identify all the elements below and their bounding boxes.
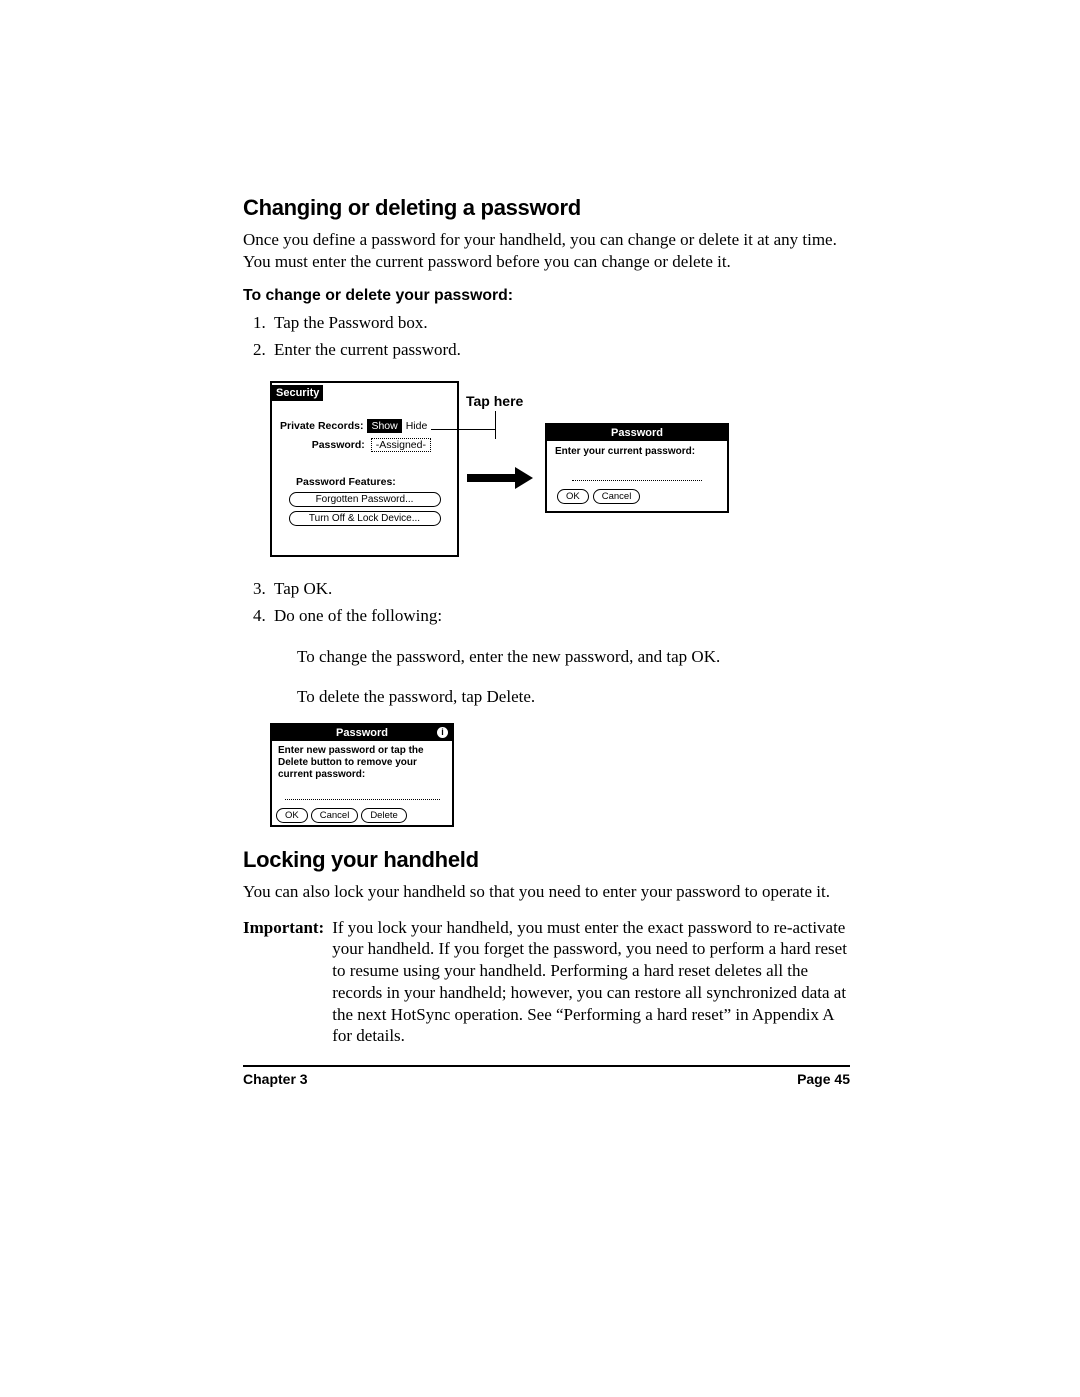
password-label: Password: <box>312 439 365 451</box>
footer-rule <box>243 1065 850 1067</box>
footer-page: Page 45 <box>797 1071 850 1087</box>
security-title: Security <box>272 385 323 401</box>
step-1: Tap the Password box. <box>270 311 850 336</box>
page: Changing or deleting a password Once you… <box>0 0 1080 1187</box>
important-note: Important: If you lock your handheld, yo… <box>243 917 850 1048</box>
steps-b: Tap OK. Do one of the following: <box>243 577 850 629</box>
dialog1-title: Password <box>547 425 727 441</box>
important-label: Important: <box>243 917 324 1048</box>
features-label: Password Features: <box>296 476 449 488</box>
dialog1-buttons: OK Cancel <box>547 489 727 504</box>
page-footer: Chapter 3 Page 45 <box>243 1071 850 1087</box>
password-dialog-2: Password i Enter new password or tap the… <box>270 723 454 827</box>
dialog2-title-text: Password <box>336 727 388 739</box>
forgotten-password-button[interactable]: Forgotten Password... <box>289 492 441 507</box>
dialog2-cancel-button[interactable]: Cancel <box>311 808 359 823</box>
step-3: Tap OK. <box>270 577 850 602</box>
private-records-row: Private Records: Show Hide <box>280 419 449 433</box>
hide-button[interactable]: Hide <box>402 419 432 433</box>
step-4: Do one of the following: <box>270 604 850 629</box>
show-button[interactable]: Show <box>367 419 401 433</box>
dialog1-prompt: Enter your current password: <box>547 441 727 462</box>
private-records-label: Private Records: <box>280 420 363 432</box>
dialog2-prompt: Enter new password or tap the Delete but… <box>272 741 452 785</box>
substep-change: To change the password, enter the new pa… <box>297 646 850 669</box>
important-text: If you lock your handheld, you must ente… <box>332 917 850 1048</box>
figure-password-dialog: Password i Enter new password or tap the… <box>270 723 850 827</box>
dialog2-delete-button[interactable]: Delete <box>361 808 406 823</box>
password-row: Password: -Assigned- <box>280 438 431 452</box>
subhead-1: To change or delete your password: <box>243 287 850 305</box>
dialog2-input[interactable] <box>285 791 440 800</box>
intro-2: You can also lock your handheld so that … <box>243 881 850 903</box>
dialog2-title: Password i <box>272 725 452 741</box>
dialog1-cancel-button[interactable]: Cancel <box>593 489 641 504</box>
arrow-icon <box>467 471 535 485</box>
password-dialog-1: Password Enter your current password: OK… <box>545 423 729 513</box>
security-body: Private Records: Show Hide Password: -As… <box>272 401 457 534</box>
heading-changing: Changing or deleting a password <box>243 195 850 221</box>
dialog2-ok-button[interactable]: OK <box>276 808 308 823</box>
dialog1-ok-button[interactable]: OK <box>557 489 589 504</box>
security-panel: Security Private Records: Show Hide Pass… <box>270 381 459 557</box>
heading-locking: Locking your handheld <box>243 847 850 873</box>
callout-hline <box>431 429 496 430</box>
turnoff-lock-button[interactable]: Turn Off & Lock Device... <box>289 511 441 526</box>
step-2: Enter the current password. <box>270 338 850 363</box>
dialog1-input[interactable] <box>572 470 702 481</box>
callout-vline <box>495 411 496 439</box>
figure-security: Security Private Records: Show Hide Pass… <box>270 381 850 559</box>
steps-a: Tap the Password box. Enter the current … <box>243 311 850 363</box>
substep-delete: To delete the password, tap Delete. <box>297 686 850 709</box>
tap-here-label: Tap here <box>466 393 523 409</box>
info-icon[interactable]: i <box>437 727 448 738</box>
intro-1: Once you define a password for your hand… <box>243 229 850 273</box>
dialog2-buttons: OK Cancel Delete <box>272 806 452 827</box>
footer-chapter: Chapter 3 <box>243 1071 308 1087</box>
password-box[interactable]: -Assigned- <box>371 438 431 452</box>
